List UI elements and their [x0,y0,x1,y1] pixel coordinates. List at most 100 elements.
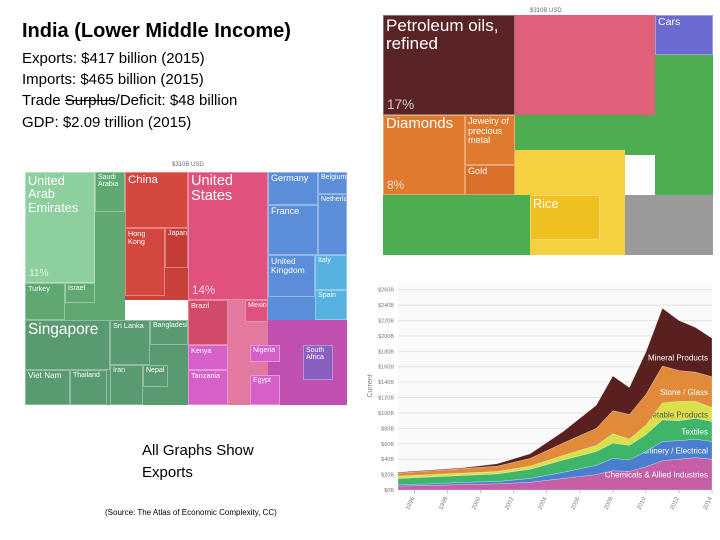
treemap-tile: Belgium [318,172,347,194]
treemap-tile: Bangladesh [150,320,188,345]
treemap-tile: United Kingdom [268,255,315,297]
treemap-tile: Brazil [188,300,228,345]
x-tick-label: 2008 [604,496,615,511]
tile-share: 11% [29,268,49,280]
y-tick-label: $120B [378,396,394,402]
treemap-tile: China [125,172,188,228]
treemap-tile: United Arab Emirates 11% [25,172,95,283]
region [383,195,530,255]
region [655,55,713,195]
tile-label: Germany [271,173,309,183]
note-line: Exports [142,464,193,481]
tile-label: Viet Nam [28,371,62,380]
x-tick-label: 2012 [670,496,681,511]
y-tick-label: $220B [378,319,394,325]
trade-balance: Trade Surplus/Deficit: $48 billion [22,92,237,109]
tile-label: Gold [468,166,488,176]
tile-label: Jewelry of precious metal [468,116,509,146]
series-label: Machinery / Electrical [632,446,708,455]
tile-share: 17% [387,96,415,112]
region [625,195,713,255]
area-chart: $0B $20B $40B $60B $80B $100B $120B $140B $160B $… [367,282,714,511]
treemap-tile: Nepal [143,365,168,387]
series-label: Textiles [681,427,708,436]
y-tick-label: $240B [378,303,394,309]
y-tick-label: $40B [381,457,394,463]
treemap-tile: Italy [315,255,347,290]
treemap-tile: Japan [165,228,188,268]
tile-label: Egypt [253,377,271,384]
tile-label: Mexico [248,302,268,309]
tile-label: Spain [318,292,336,299]
exports: Exports: $417 billion (2015) [22,50,205,67]
tile-label: Nigeria [253,347,276,354]
x-tick-label: 1998 [438,496,449,511]
area-layer [397,307,713,474]
treemap-tile: Rice [530,195,600,240]
treemap-tile: Spain [315,290,347,320]
tile-label: Saudi Arabia [98,174,119,189]
x-tick-label: 2010 [637,496,648,511]
imports: Imports: $465 billion (2015) [22,71,204,88]
series-label: Chemicals & Allied Industries [605,471,708,480]
y-tick-label: $140B [378,380,394,386]
treemap-tile: Turkey [25,283,65,320]
tile-label: Petroleum oils, refined [386,16,499,53]
region [515,115,655,155]
struck-text: Surplus [64,92,116,109]
treemap-tile: Nigeria [250,345,280,362]
tile-label: Hong Kong [128,229,146,246]
gdp: GDP: $2.09 trillion (2015) [22,114,192,131]
tile-label: Brazil [191,301,210,310]
tile-label: China [128,174,158,186]
treemap-tile: Germany [268,172,318,205]
treemap-tile: Egypt [250,375,280,405]
y-tick-label: $160B [378,365,394,371]
tile-share: 14% [192,283,216,297]
treemap-tile: Jewelry of precious metal [465,115,515,165]
treemap-total: $310B USD [530,8,562,14]
treemap-tile: Sri Lanka [110,320,150,365]
tile-share: 8% [387,178,405,193]
treemap-tile: Tanzania [188,370,228,405]
y-axis-label: Current [367,374,374,397]
treemap-tile: Thailand [70,370,107,405]
tile-label: Nepal [146,367,165,374]
treemap-tile: United States 14% [188,172,268,300]
y-tick-label: $20B [381,473,394,479]
tile-label: Thailand [73,372,100,379]
x-tick-label: 2002 [504,496,515,511]
tile-label: Sri Lanka [113,321,144,330]
y-tick-label: $180B [378,349,394,355]
note: All Graphs Show Exports [142,440,254,484]
tile-label: United Arab Emirates [28,173,79,215]
treemap-tile: Gold [465,165,515,195]
y-tick-label: $100B [378,411,394,417]
tile-label: Netherlands [321,196,347,203]
treemap-tile: Petroleum oils, refined 17% [383,15,515,115]
tile-label: Diamonds [386,116,454,132]
treemap-tile: Iran [110,365,143,405]
series-label: Stone / Glass [660,388,708,397]
text: /Deficit: $48 billion [115,92,238,109]
tile-label: Belgium [321,174,347,181]
treemap-tile: Cars [655,15,713,55]
series-label: Mineral Products [648,353,708,362]
x-tick-label: 2006 [571,496,582,511]
tile-label: France [271,206,300,216]
tile-label: Japan [168,230,188,237]
y-tick-label: $60B [381,442,394,448]
treemap-tile: Kenya [188,345,228,370]
note-line: All Graphs Show [142,442,254,459]
treemap-tile: Hong Kong [125,228,165,296]
x-tick-label: 1996 [405,496,416,511]
treemap-tile: South Africa [303,345,333,380]
treemap-tile: Viet Nam [25,370,70,405]
treemap-total: $310B USD [172,162,204,168]
tile-label: United Kingdom [271,256,305,275]
slide-title: India (Lower Middle Income) [22,20,291,42]
tile-label: Israel [68,285,86,292]
treemap-tile: Israel [65,283,95,303]
tile-label: South Africa [306,347,325,362]
